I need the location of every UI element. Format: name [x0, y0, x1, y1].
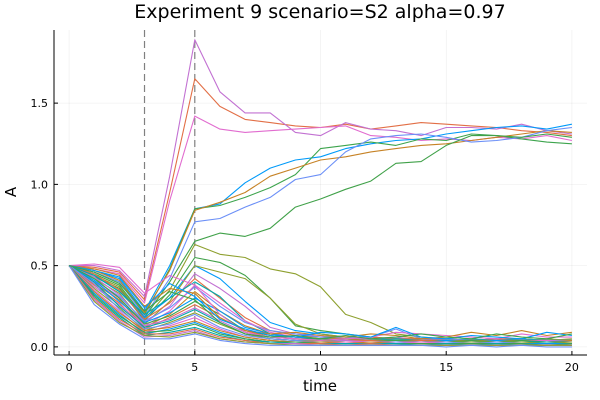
- tick-labels: 0 5 10 15 20 0.0 0.5 1.0 1.5: [31, 97, 579, 374]
- x-axis-title: time: [303, 377, 337, 395]
- series-line: [68, 265, 572, 348]
- y-tick-label: 1.5: [31, 97, 49, 110]
- series-lines: [68, 39, 573, 348]
- chart-title: Experiment 9 scenario=S2 alpha=0.97: [134, 1, 505, 23]
- series-line: [68, 133, 572, 319]
- x-tick-label: 5: [191, 361, 198, 374]
- series-line: [68, 265, 573, 340]
- x-tick-label: 0: [66, 361, 73, 374]
- series-line: [68, 265, 572, 340]
- y-tick-label: 1.0: [31, 178, 49, 191]
- series-line: [68, 123, 573, 312]
- series-line: [68, 126, 572, 317]
- y-tick-label: 0.5: [31, 260, 49, 273]
- series-line: [69, 263, 572, 341]
- series-line: [68, 130, 572, 314]
- y-tick-label: 0.0: [31, 341, 49, 354]
- y-axis-title: A: [2, 186, 20, 197]
- x-tick-label: 15: [439, 361, 453, 374]
- axes: [53, 30, 587, 356]
- x-tick-label: 20: [565, 361, 579, 374]
- x-tick-label: 10: [314, 361, 328, 374]
